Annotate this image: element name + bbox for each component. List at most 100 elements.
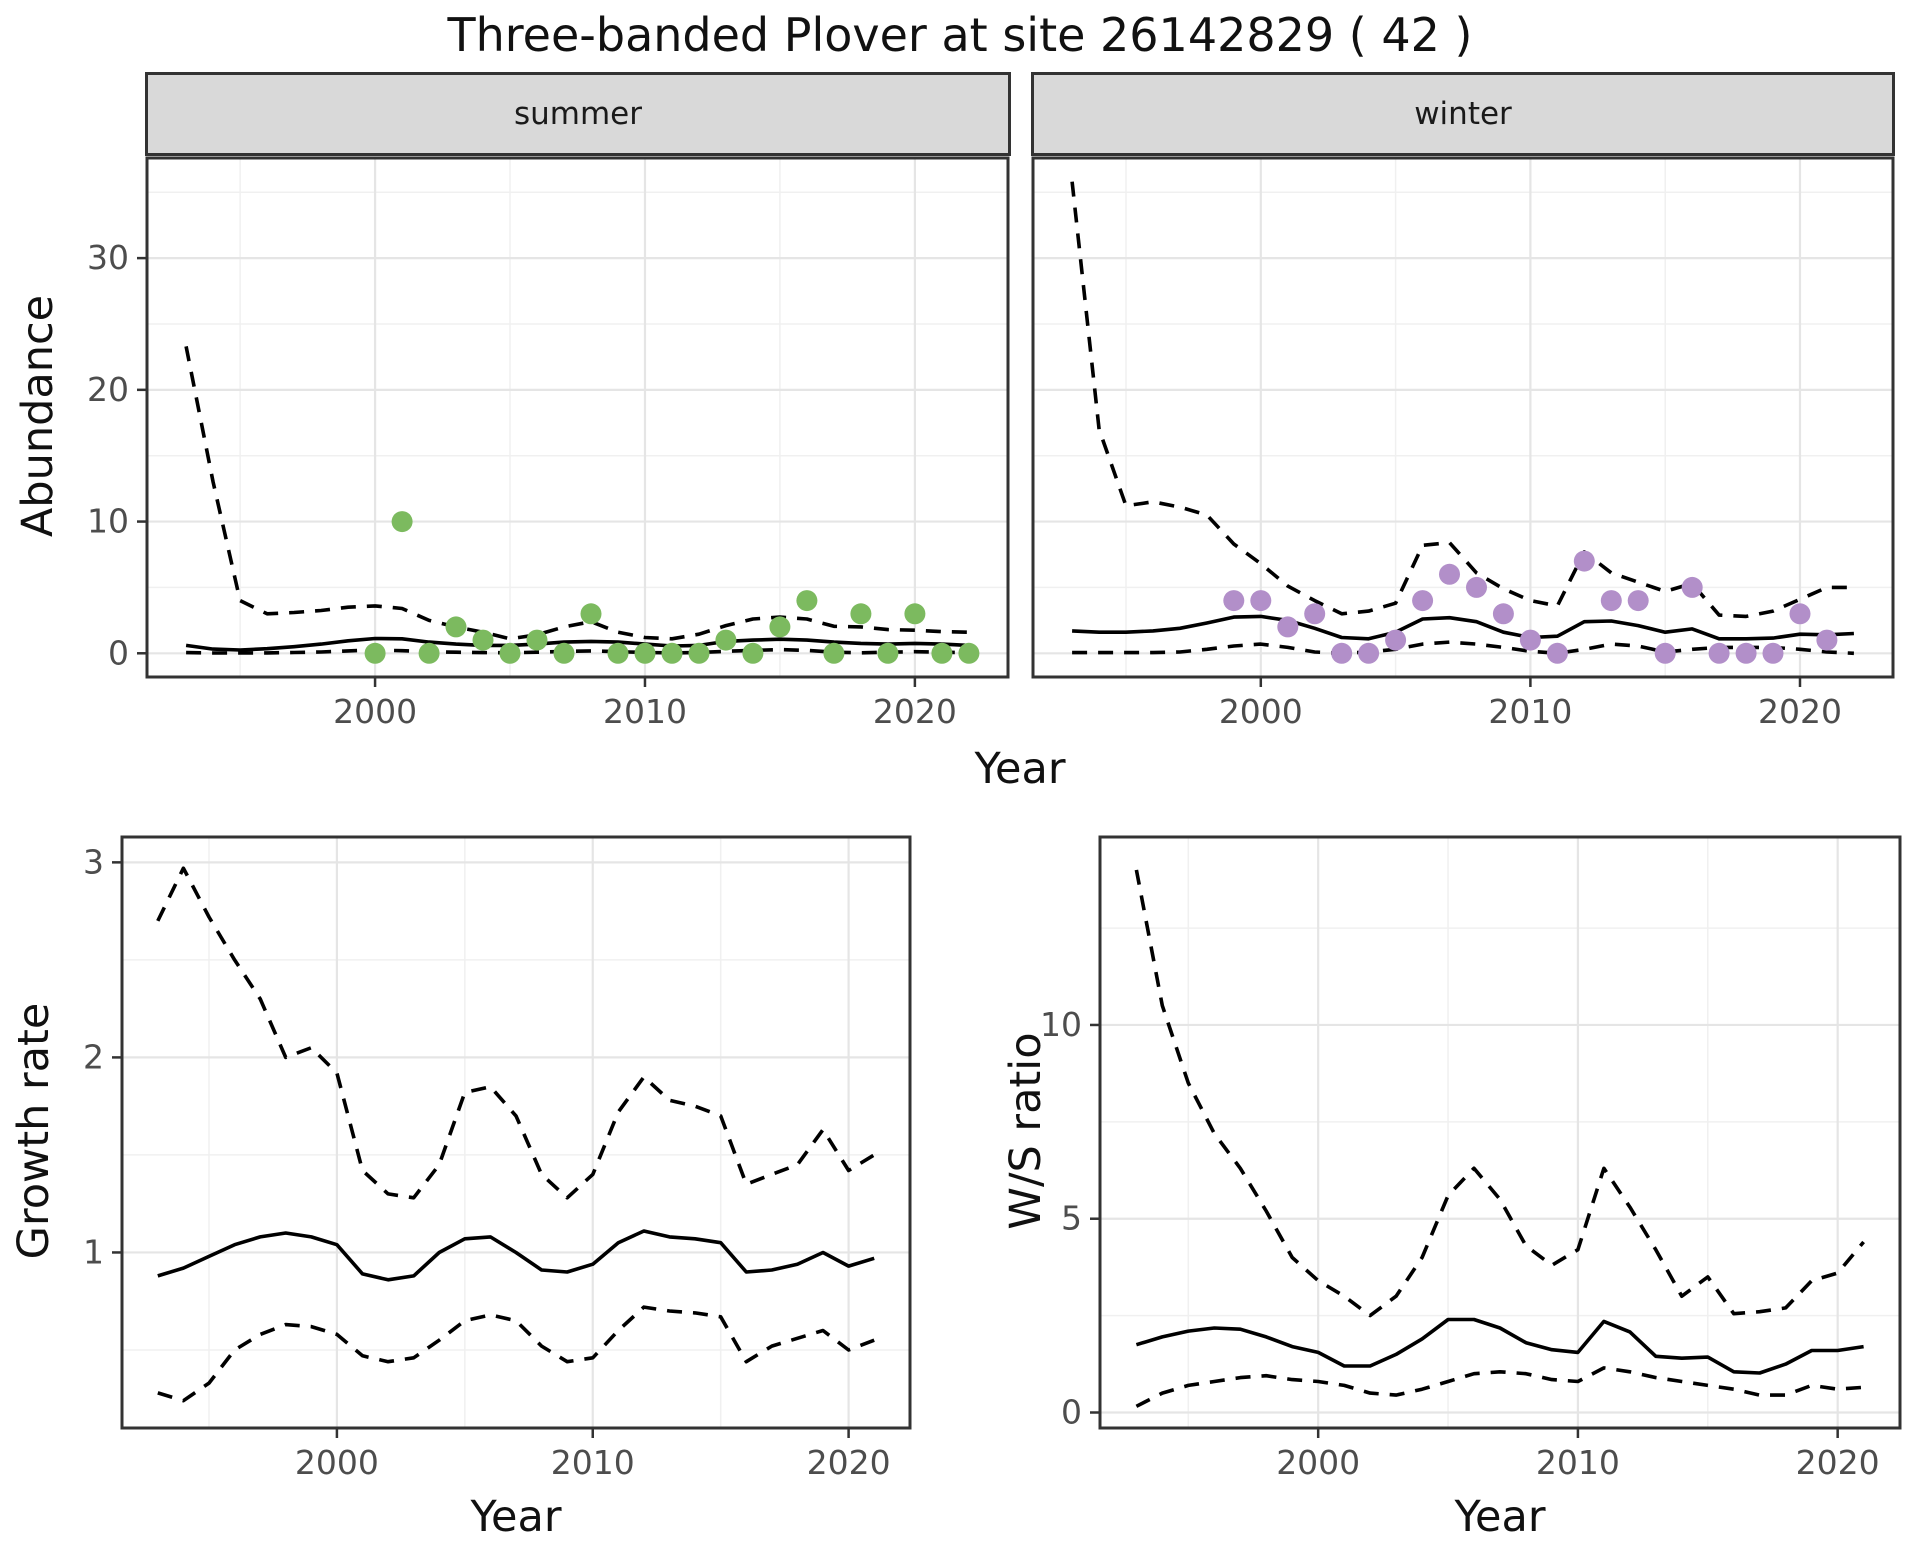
data-point [1708, 642, 1730, 664]
data-point [634, 642, 656, 664]
data-point [823, 642, 845, 664]
data-point [1762, 642, 1784, 664]
panel-background [122, 837, 910, 1428]
model_fit-line [1072, 614, 1854, 641]
data-point [526, 629, 548, 651]
y-tick-label: 20 [87, 370, 129, 409]
model_fit-line [1135, 1317, 1864, 1375]
data-point [1546, 642, 1568, 664]
data-point [1331, 642, 1353, 664]
data-point [445, 616, 467, 638]
data-point [742, 642, 764, 664]
data-point [1223, 590, 1245, 612]
upper_95ci-line [156, 866, 876, 1200]
series-lines [156, 866, 876, 1403]
data-point [1573, 550, 1595, 572]
x-axis-title-ws-ratio: Year [1454, 1492, 1546, 1542]
x-tick-label: 2010 [1536, 1443, 1620, 1482]
data-point [1304, 603, 1326, 625]
data-point [553, 642, 575, 664]
data-point [1600, 590, 1622, 612]
y-tick-label: 3 [83, 842, 104, 881]
observed-points [1223, 550, 1838, 664]
panel-abundance_winter: 2000 2010 2020 [1031, 156, 1895, 731]
y-tick-label: 2 [83, 1037, 104, 1076]
panel-background [1100, 837, 1900, 1428]
data-point [1789, 603, 1811, 625]
panel-ws_ratio: 2000 2010 2020 0 5 10 [1040, 835, 1902, 1482]
x-tick-label: 2020 [1796, 1443, 1880, 1482]
x-tick-label: 2000 [1219, 692, 1303, 731]
data-point [1385, 629, 1407, 651]
x-tick-label: 2000 [295, 1443, 379, 1482]
panel-abundance_summer: 2000 2010 2020 0 10 20 30 [87, 156, 1010, 731]
x-tick-label: 2000 [1276, 1443, 1360, 1482]
data-point [958, 642, 980, 664]
data-point [418, 642, 440, 664]
y-tick-label: 10 [87, 502, 129, 541]
data-point [1412, 590, 1434, 612]
data-point [364, 642, 386, 664]
y-tick-label: 5 [1061, 1199, 1082, 1238]
y-tick-label: 10 [1040, 1005, 1082, 1044]
model_fit-line [157, 1229, 875, 1282]
x-tick-label: 2010 [1488, 692, 1572, 731]
data-point [1250, 590, 1272, 612]
y-tick-label: 0 [1061, 1392, 1082, 1431]
panel-background [147, 158, 1008, 677]
figure-title: Three-banded Plover at site 26142829 ( 4… [447, 8, 1473, 62]
lower_95ci-line [1135, 1366, 1864, 1408]
data-point [688, 642, 710, 664]
y-tick-label: 30 [87, 238, 129, 277]
data-point [796, 590, 818, 612]
upper_95ci-line [184, 346, 969, 641]
data-point [1492, 603, 1514, 625]
panel-border [145, 156, 1010, 679]
model_fit-line [185, 636, 969, 652]
data-point [1519, 629, 1541, 651]
y-tick-label: 0 [108, 633, 129, 672]
panel-border [1098, 835, 1902, 1430]
data-point [607, 642, 629, 664]
data-point [1627, 590, 1649, 612]
x-tick-label: 2020 [807, 1443, 891, 1482]
data-point [1277, 616, 1299, 638]
x-tick-label: 2020 [873, 692, 957, 731]
y-tick-label: 1 [83, 1232, 104, 1271]
lower_95ci-line [157, 1305, 875, 1403]
x-tick-label: 2020 [1758, 692, 1842, 731]
data-point [1816, 629, 1838, 651]
data-point [850, 603, 872, 625]
facet-strip-summer: summer [145, 72, 1011, 156]
panel-border [1031, 156, 1895, 679]
observed-points [364, 511, 980, 664]
x-axis-title-growth-rate: Year [470, 1492, 562, 1542]
data-point [1358, 642, 1380, 664]
data-point [1466, 576, 1487, 598]
data-point [391, 511, 413, 533]
data-point [931, 642, 953, 664]
facet-strip-winter: winter [1031, 72, 1895, 156]
x-tick-label: 2000 [333, 692, 417, 731]
data-point [1735, 642, 1757, 664]
x-tick-label: 2010 [603, 692, 687, 731]
upper_95ci-line [1134, 869, 1865, 1318]
data-point [580, 603, 602, 625]
panel-border [120, 835, 912, 1430]
data-point [769, 616, 791, 638]
x-tick-label: 2010 [551, 1443, 635, 1482]
data-point [661, 642, 683, 664]
data-point [877, 642, 899, 664]
series-lines [1134, 869, 1865, 1408]
data-point [472, 629, 494, 651]
data-point [499, 642, 521, 664]
panel-background [1033, 158, 1893, 677]
panel-growth_rate: 2000 2010 2020 1 2 3 [83, 835, 912, 1482]
data-point [1439, 563, 1460, 585]
facet-strip-winter-label: winter [1414, 96, 1512, 132]
facet-strip-summer-label: summer [513, 96, 642, 132]
data-point [904, 603, 926, 625]
data-point [715, 629, 737, 651]
